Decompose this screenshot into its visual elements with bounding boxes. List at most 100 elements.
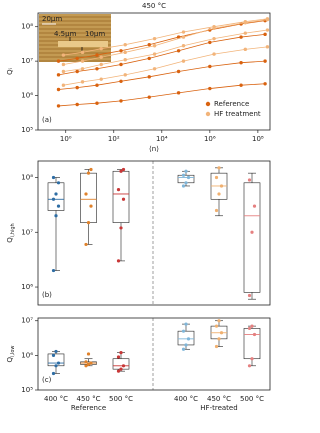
y-tick-label: 10⁷ [21,228,33,236]
data-point [54,214,58,218]
x-tick-label: 10⁸ [252,135,264,143]
data-point [56,181,61,185]
x-tick-label: 10⁰ [60,135,72,143]
data-point [247,178,252,182]
data-point [119,367,123,371]
data-point [184,343,188,347]
y-axis-label-main: Q [6,357,14,363]
data-point [181,59,186,63]
data-point [181,184,186,188]
plot-frame [37,317,271,391]
panel-label: (a) [42,116,52,124]
data-point [176,91,181,95]
data-point [119,62,123,67]
x-tick-label: 10⁶ [204,135,216,143]
y-tick-label: 10⁶ [21,92,33,100]
legend-label: HF treatment [214,110,261,118]
data-point [61,62,66,67]
data-point [84,360,88,364]
data-point [119,99,123,103]
data-point [250,230,254,234]
data-point [51,353,56,357]
data-point [243,31,248,35]
y-tick-label: 10⁷ [21,317,33,325]
data-point [152,44,157,48]
data-point [54,364,58,368]
data-point [80,67,85,71]
data-point [181,173,186,177]
y-axis-label: Qi,low [6,345,16,362]
data-point [61,69,66,74]
data-point [250,324,254,328]
x-tick-label: 400 °C [174,395,198,403]
data-point [75,56,79,61]
data-point [247,326,252,331]
data-point [123,43,127,47]
data-point [214,175,219,180]
data-point [119,169,123,173]
data-point [95,67,99,71]
data-point [147,43,151,47]
data-point [147,75,151,79]
plot-frame [37,12,271,131]
y-tick-label: 10⁶ [21,351,33,359]
chart-title: 450 °C [142,2,166,10]
data-point [212,25,216,29]
y-axis-label-sub: i,low [10,345,16,357]
data-point [239,35,243,39]
data-point [61,53,66,57]
data-point [86,171,91,175]
y-axis-label-main: Q [6,237,14,243]
data-point [219,184,224,188]
data-point [152,36,157,41]
data-point [147,56,151,61]
data-point [184,322,188,326]
y-tick-label: 10⁸ [21,173,33,181]
data-point [54,349,58,354]
data-point [119,226,123,230]
data-point [89,204,93,208]
data-point [86,221,91,225]
data-point [217,319,221,323]
data-point [265,45,270,49]
data-point [51,268,56,273]
data-point [119,49,123,53]
data-point [214,344,219,349]
panel-label: (b) [42,291,52,299]
data-point [252,204,257,208]
data-point [265,17,270,21]
data-point [212,36,216,41]
x-tick-label: 10² [108,135,120,143]
data-point [208,64,212,69]
data-point [75,69,79,74]
data-point [181,30,186,34]
data-point [208,40,212,45]
data-point [99,55,103,59]
data-point [152,67,157,71]
data-point [80,59,85,63]
data-point [239,83,243,87]
background [0,0,275,433]
y-axis-label-main: Qᵢ [6,68,14,75]
x-tick-label: 10⁴ [156,135,168,143]
figure: 20µm 4.5µm 10µm Reference HF treatment 10⁰ 10²… [0,0,275,433]
data-point [121,167,126,172]
y-axis-label: Qᵢ [6,68,14,75]
data-point [181,35,186,39]
data-point [239,61,243,65]
data-point [243,47,248,52]
data-point [252,332,257,337]
data-point [263,32,267,37]
data-point [95,83,99,87]
box [47,182,65,211]
x-axis-label: ⟨n⟩ [149,145,159,153]
y-tick-label: 10⁷ [21,57,33,65]
data-point [116,259,121,263]
x-tick-label: 500 °C [109,395,133,403]
legend-label: Reference [214,100,249,108]
data-point [147,95,151,99]
data-point [75,85,79,90]
data-point [181,347,186,351]
data-point [212,52,216,56]
data-point [99,46,103,51]
